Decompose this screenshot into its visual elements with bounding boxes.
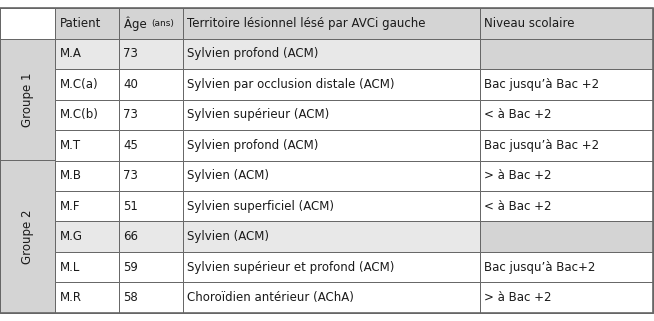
Text: Sylvien par occlusion distale (ACM): Sylvien par occlusion distale (ACM) (188, 78, 395, 91)
Text: Âge: Âge (124, 16, 151, 30)
Text: Groupe 1: Groupe 1 (21, 72, 34, 127)
Bar (183, 282, 480, 313)
Bar (183, 252, 480, 282)
Text: 73: 73 (124, 47, 139, 60)
Bar (183, 69, 480, 100)
Text: 73: 73 (124, 169, 139, 182)
Text: Sylvien supérieur et profond (ACM): Sylvien supérieur et profond (ACM) (188, 261, 395, 274)
Text: Groupe 2: Groupe 2 (21, 210, 34, 264)
Bar (480, 160, 653, 191)
Text: M.B: M.B (60, 169, 82, 182)
Text: Sylvien profond (ACM): Sylvien profond (ACM) (188, 139, 318, 152)
Bar (480, 191, 653, 221)
Bar (480, 282, 653, 313)
Text: 59: 59 (124, 261, 139, 274)
Bar (119, 221, 183, 252)
Bar (55, 221, 119, 252)
Bar (183, 191, 480, 221)
Text: M.L: M.L (60, 261, 80, 274)
Text: Sylvien superficiel (ACM): Sylvien superficiel (ACM) (188, 200, 334, 213)
Text: > à Bac +2: > à Bac +2 (485, 169, 552, 182)
Bar (183, 39, 480, 69)
Bar (119, 191, 183, 221)
Bar (55, 69, 119, 100)
Text: 73: 73 (124, 108, 139, 121)
Bar (480, 39, 653, 69)
Bar (480, 8, 653, 39)
Bar (183, 160, 480, 191)
Bar (183, 221, 480, 252)
Text: Sylvien profond (ACM): Sylvien profond (ACM) (188, 47, 318, 60)
Bar (55, 191, 119, 221)
Text: M.G: M.G (60, 230, 82, 243)
Bar (119, 130, 183, 160)
Text: Bac jusqu’à Bac +2: Bac jusqu’à Bac +2 (485, 139, 600, 152)
Text: M.A: M.A (60, 47, 81, 60)
Text: 66: 66 (124, 230, 139, 243)
Bar (119, 252, 183, 282)
Bar (183, 8, 480, 39)
Bar (480, 221, 653, 252)
Bar (119, 100, 183, 130)
Text: M.T: M.T (60, 139, 80, 152)
Bar (480, 69, 653, 100)
Bar (119, 39, 183, 69)
Bar (55, 160, 119, 191)
Text: Bac jusqu’à Bac +2: Bac jusqu’à Bac +2 (485, 78, 600, 91)
Text: < à Bac +2: < à Bac +2 (485, 200, 552, 213)
Text: Bac jusqu’à Bac+2: Bac jusqu’à Bac+2 (485, 261, 596, 274)
Text: M.F: M.F (60, 200, 80, 213)
Text: > à Bac +2: > à Bac +2 (485, 291, 552, 304)
Text: Sylvien (ACM): Sylvien (ACM) (188, 230, 269, 243)
Text: Sylvien supérieur (ACM): Sylvien supérieur (ACM) (188, 108, 330, 121)
Bar (55, 39, 119, 69)
Text: 58: 58 (124, 291, 138, 304)
Bar (55, 252, 119, 282)
Bar (480, 130, 653, 160)
Bar (0, 8, 55, 39)
Text: Patient: Patient (60, 17, 101, 30)
Bar (119, 282, 183, 313)
Text: M.R: M.R (60, 291, 82, 304)
Text: < à Bac +2: < à Bac +2 (485, 108, 552, 121)
Text: 40: 40 (124, 78, 139, 91)
Text: Sylvien (ACM): Sylvien (ACM) (188, 169, 269, 182)
Bar (480, 252, 653, 282)
Bar (55, 8, 119, 39)
Text: (ans): (ans) (151, 19, 174, 28)
Text: Territoire lésionnel lésé par AVCi gauche: Territoire lésionnel lésé par AVCi gauch… (188, 17, 426, 30)
Bar (480, 100, 653, 130)
Bar (55, 130, 119, 160)
Bar (183, 100, 480, 130)
Text: 45: 45 (124, 139, 139, 152)
Bar (119, 8, 183, 39)
Text: M.C(a): M.C(a) (60, 78, 98, 91)
Text: 51: 51 (124, 200, 139, 213)
Text: Niveau scolaire: Niveau scolaire (485, 17, 575, 30)
Bar (0, 160, 55, 313)
Text: M.C(b): M.C(b) (60, 108, 98, 121)
Bar (55, 100, 119, 130)
Bar (0, 39, 55, 160)
Bar (55, 282, 119, 313)
Bar (183, 130, 480, 160)
Bar (119, 69, 183, 100)
Bar (119, 160, 183, 191)
Text: Choroïdien antérieur (AChA): Choroïdien antérieur (AChA) (188, 291, 354, 304)
